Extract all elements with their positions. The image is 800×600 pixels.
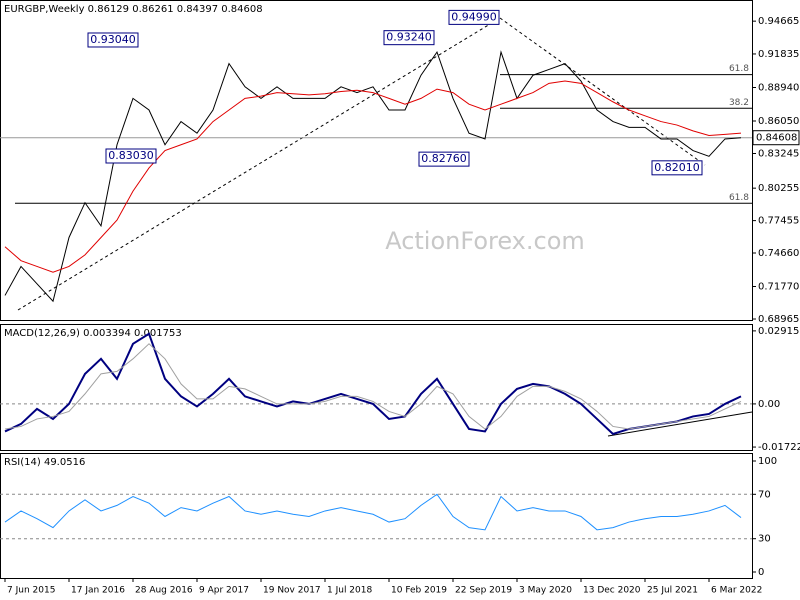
series-line — [4, 50, 742, 303]
series-line — [4, 80, 742, 273]
price-label-box — [418, 151, 470, 167]
x-tick-label: 1 Jul 2018 — [327, 586, 372, 596]
x-tick-label: 7 Jun 2015 — [7, 586, 55, 596]
price-label: 0.82010 — [654, 161, 700, 174]
price-label-box — [448, 9, 500, 25]
panel-frame — [0, 0, 753, 321]
panel-frame — [0, 453, 753, 579]
x-tick-label: 19 Nov 2017 — [263, 586, 321, 596]
y-tick-label: 0 — [758, 567, 764, 578]
price-label: 0.94990 — [451, 10, 497, 23]
trend-line — [607, 411, 753, 437]
price-label-box — [87, 32, 139, 48]
y-tick-label: 0.77455 — [758, 216, 799, 227]
y-tick-label: 100 — [758, 456, 777, 467]
rsi-title: RSI(14) 49.0516 — [4, 457, 85, 468]
series-line — [4, 343, 742, 430]
fib-label: 61.8 — [729, 64, 749, 74]
x-tick-label: 6 Mar 2022 — [711, 586, 762, 596]
y-tick-label: 0.74660 — [758, 248, 799, 259]
trend-line — [499, 17, 706, 166]
x-tick-label: 22 Sep 2019 — [455, 586, 512, 596]
y-tick-label: 0.80255 — [758, 183, 799, 194]
x-tick-label: 25 Jul 2021 — [647, 586, 698, 596]
y-tick-label: 0.86050 — [758, 116, 799, 127]
fib-label: 38.2 — [729, 98, 749, 108]
y-tick-label: 0.71770 — [758, 282, 799, 293]
y-tick-label: 0.83245 — [758, 149, 799, 160]
y-tick-label: 0.029152 — [758, 326, 800, 337]
x-tick-label: 13 Dec 2020 — [583, 586, 641, 596]
price-label-box — [105, 148, 157, 164]
price-label: 0.83030 — [108, 149, 154, 162]
price-label-box — [651, 160, 703, 176]
y-tick-label: 0.68965 — [758, 314, 799, 325]
y-tick-label: 0.88940 — [758, 83, 799, 94]
price-label-box — [383, 30, 435, 46]
trend-line — [17, 17, 501, 311]
macd-title: MACD(12,26,9) 0.003394 0.001753 — [4, 328, 182, 339]
last-price-box — [752, 130, 800, 146]
watermark: ActionForex.com — [385, 227, 585, 255]
series-line — [4, 493, 742, 531]
x-tick-label: 3 May 2020 — [519, 586, 572, 596]
price-label: 0.82760 — [421, 152, 467, 165]
panel-frame — [0, 324, 753, 451]
y-tick-label: 0.94665 — [758, 16, 799, 27]
x-tick-label: 17 Jan 2016 — [71, 586, 125, 596]
x-tick-label: 10 Feb 2019 — [391, 586, 447, 596]
x-tick-label: 9 Apr 2017 — [199, 586, 249, 596]
price-label: 0.93240 — [386, 31, 432, 44]
price-label: 0.93040 — [90, 33, 136, 46]
y-tick-label: -0.017224 — [758, 442, 800, 453]
fib-label: 61.8 — [729, 193, 749, 203]
y-tick-label: 70 — [758, 489, 771, 500]
series-line — [4, 332, 742, 436]
y-tick-label: 0.00 — [758, 399, 780, 410]
chart-title: EURGBP,Weekly 0.86129 0.86261 0.84397 0.… — [4, 4, 263, 15]
last-price-label: 0.84608 — [756, 133, 797, 144]
y-tick-label: 0.91835 — [758, 49, 799, 60]
y-tick-label: 30 — [758, 534, 771, 545]
x-tick-label: 28 Aug 2016 — [135, 586, 193, 596]
